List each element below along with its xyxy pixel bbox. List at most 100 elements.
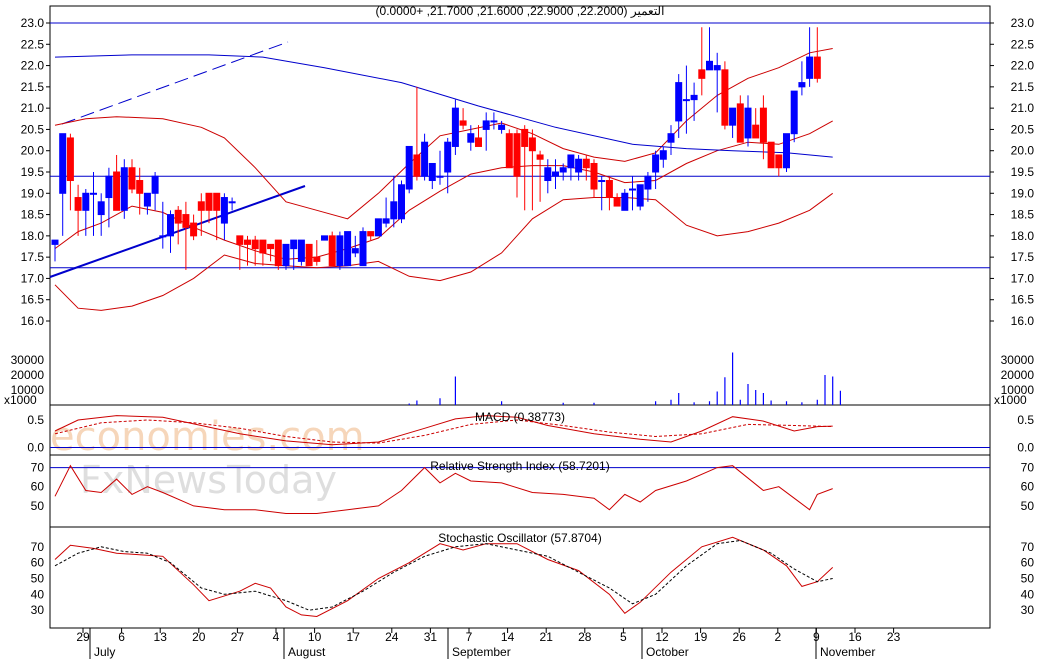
- x-axis-label: 5: [620, 630, 627, 644]
- price-axis-label-left: 20.0: [21, 144, 45, 158]
- price-axis-label-left: 18.0: [21, 229, 45, 243]
- candle-body: [498, 124, 506, 130]
- candle-body: [167, 214, 174, 237]
- candle-body: [213, 192, 221, 211]
- candle-body: [66, 137, 74, 182]
- price-axis-label-left: 22.5: [21, 37, 45, 51]
- candle-body: [752, 124, 760, 139]
- candle-body: [813, 56, 821, 79]
- stochastic-axis-label-right: 40: [1021, 587, 1035, 601]
- candle-body: [382, 218, 390, 224]
- candle-body: [513, 133, 521, 177]
- macd-title: MACD (0.38773): [475, 410, 565, 424]
- stochastic-axis-label-right: 30: [1021, 603, 1035, 617]
- candle-body: [613, 197, 621, 207]
- candle-body: [806, 56, 814, 79]
- x-axis-label: 31: [424, 630, 438, 644]
- candle-body: [552, 171, 559, 177]
- candle-body: [74, 197, 82, 211]
- candle-body: [367, 231, 375, 237]
- price-axis-label-left: 23.0: [21, 16, 45, 30]
- candle-body: [290, 239, 298, 250]
- price-axis-label-left: 16.0: [21, 314, 45, 328]
- candle-body: [251, 239, 259, 250]
- candle-body: [274, 239, 282, 267]
- stochastic-axis-label-left: 50: [31, 572, 45, 586]
- candle-body: [421, 141, 429, 177]
- candle-body: [282, 243, 290, 267]
- macd-axis-label-right: 0.5: [1017, 413, 1034, 427]
- stochastic-axis-label-right: 50: [1021, 572, 1035, 586]
- macd-signal-line: [54, 419, 833, 444]
- rsi-axis-label-right: 70: [1021, 461, 1035, 475]
- month-label: November: [820, 645, 875, 659]
- candle-body: [359, 231, 367, 267]
- candle-body: [736, 103, 744, 143]
- x-axis-label: 16: [848, 630, 862, 644]
- candle-body: [706, 60, 713, 71]
- candle-body: [297, 239, 305, 262]
- candle-body: [559, 167, 567, 173]
- price-axis-label-left: 21.5: [21, 80, 45, 94]
- candle-body: [328, 235, 336, 267]
- candle-body: [667, 133, 675, 143]
- stochastic-title: Stochastic Oscillator (57.8704): [438, 531, 601, 545]
- volume-axis-label-right: 10000: [1001, 383, 1035, 397]
- candle-body: [136, 180, 144, 194]
- candle-body: [398, 184, 405, 220]
- macd-axis-label-right: 0.0: [1017, 441, 1034, 455]
- candle-body: [336, 235, 344, 267]
- candle-body: [197, 201, 205, 211]
- candle-body: [267, 243, 275, 250]
- rsi-line: [54, 464, 833, 514]
- candle-body: [390, 201, 398, 220]
- candle-body: [482, 120, 490, 130]
- volume-axis-label-left: 20000: [11, 368, 45, 382]
- volume-axis-label-right: 30000: [1001, 353, 1035, 367]
- candle-body: [675, 82, 683, 122]
- macd-axis-label-left: 0.5: [27, 413, 44, 427]
- candle-body: [113, 171, 121, 211]
- bollinger-upper-line: [54, 48, 833, 220]
- candle-body: [405, 145, 413, 190]
- stochastic-axis-label-left: 40: [31, 587, 45, 601]
- x-axis-label: 17: [347, 630, 361, 644]
- volume-unit-left: x1000: [4, 393, 37, 407]
- candle-body: [305, 243, 313, 267]
- candle-body: [128, 167, 136, 190]
- price-axis-label-right: 23.0: [1011, 16, 1035, 30]
- candle-body: [228, 201, 236, 204]
- candle-body: [459, 120, 467, 126]
- candle-body: [467, 133, 475, 143]
- candle-body: [528, 137, 536, 152]
- candle-body: [120, 167, 128, 211]
- month-label: October: [646, 645, 689, 659]
- x-axis-label: 23: [887, 630, 901, 644]
- rsi-axis-label-left: 60: [31, 480, 45, 494]
- candle-body: [767, 141, 775, 169]
- candle-body: [220, 197, 228, 224]
- candle-body: [775, 154, 783, 169]
- price-axis-label-left: 17.5: [21, 250, 45, 264]
- price-axis-label-right: 18.5: [1011, 208, 1035, 222]
- x-axis-label: 26: [733, 630, 747, 644]
- candle-body: [590, 162, 598, 190]
- candle-body: [644, 175, 652, 190]
- candle-body: [313, 256, 321, 262]
- bollinger-middle-line: [54, 120, 833, 260]
- x-axis-label: 4: [273, 630, 280, 644]
- candle-body: [713, 65, 721, 71]
- trendline-support: [49, 185, 306, 278]
- candle-body: [744, 107, 752, 139]
- candle-body: [82, 192, 90, 211]
- watermark-economies: economies.com: [50, 414, 365, 460]
- price-axis-label-right: 21.0: [1011, 101, 1035, 115]
- candle-body: [636, 184, 644, 207]
- candle-body: [143, 192, 151, 207]
- candle-body: [690, 94, 698, 101]
- month-label: September: [452, 645, 511, 659]
- candle-body: [652, 154, 660, 173]
- x-axis-label: 14: [501, 630, 515, 644]
- price-axis-label-right: 22.5: [1011, 37, 1035, 51]
